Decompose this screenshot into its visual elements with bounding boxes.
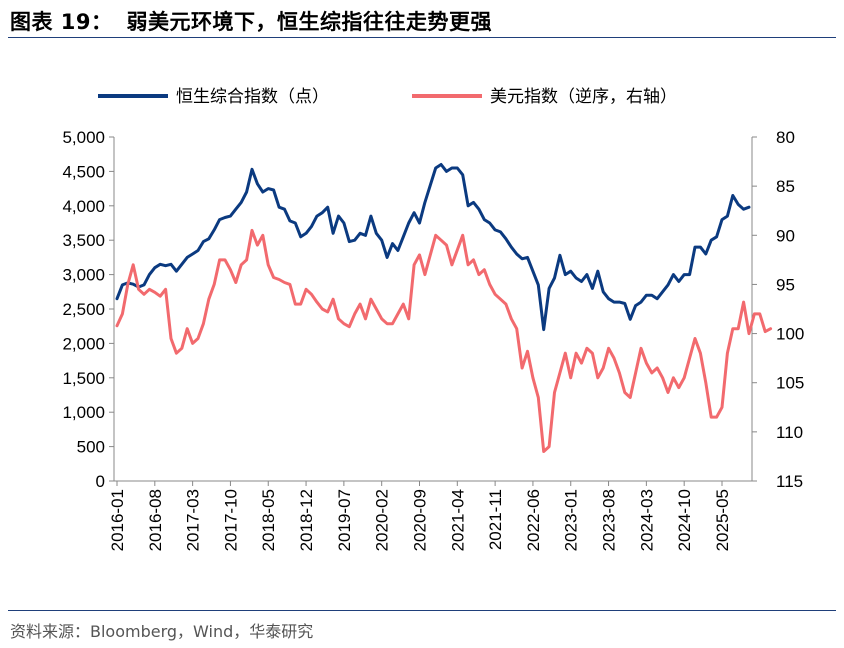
- x-tick-label: 2018-05: [259, 489, 278, 551]
- x-tick-label: 2017-03: [184, 489, 203, 551]
- figure-title-text: 弱美元环境下，恒生综指往往走势更强: [126, 10, 493, 34]
- x-tick-label: 2021-04: [448, 489, 467, 551]
- right-tick-label: 85: [776, 177, 795, 196]
- left-tick-label: 2,500: [62, 300, 105, 319]
- left-tick-label: 1,500: [62, 369, 105, 388]
- left-tick-label: 3,500: [62, 231, 105, 250]
- x-tick-label: 2022-06: [524, 489, 543, 551]
- x-tick-label: 2018-12: [297, 489, 316, 551]
- right-tick-label: 90: [776, 226, 795, 245]
- x-tick-label: 2016-01: [108, 489, 127, 551]
- figure-number: 图表 19：: [10, 10, 113, 34]
- line-chart: 0 500 1,000 1,500 2,000 2,500 3,000 3,500 4,000 4…: [62, 87, 804, 551]
- source-note: 资料来源：Bloomberg，Wind，华泰研究: [10, 622, 314, 641]
- right-tick-label: 100: [776, 325, 804, 344]
- source-rule: [8, 610, 836, 611]
- x-tick-label: 2016-08: [146, 489, 165, 551]
- left-tick-label: 4,500: [62, 162, 105, 181]
- left-tick-label: 500: [77, 438, 105, 457]
- x-tick-label: 2020-02: [373, 489, 392, 551]
- left-tick-label: 1,000: [62, 403, 105, 422]
- x-tick-label: 2019-07: [335, 489, 354, 551]
- x-tick-label: 2023-08: [600, 489, 619, 551]
- left-tick-label: 2,000: [62, 334, 105, 353]
- x-tick-label: 2024-10: [675, 489, 694, 551]
- legend-hsci-label: 恒生综合指数（点）: [176, 87, 329, 107]
- legend-dxy-label: 美元指数（逆序，右轴）: [490, 87, 677, 107]
- x-tick-label: 2021-11: [486, 489, 505, 550]
- x-tick-label: 2017-10: [221, 489, 240, 551]
- title-rule: [8, 37, 836, 38]
- left-tick-label: 3,000: [62, 266, 105, 285]
- right-tick-label: 105: [776, 374, 804, 393]
- left-tick-label: 5,000: [62, 128, 105, 147]
- left-tick-label: 0: [96, 472, 105, 491]
- left-tick-label: 4,000: [62, 197, 105, 216]
- x-tick-label: 2025-05: [713, 489, 732, 551]
- hsci-series-line: [115, 163, 751, 332]
- x-tick-label: 2024-03: [637, 489, 656, 551]
- x-tick-label: 2023-01: [562, 489, 581, 551]
- right-tick-label: 80: [776, 128, 795, 147]
- right-tick-label: 115: [776, 472, 803, 491]
- figure-title: 图表 19： 弱美元环境下，恒生综指往往走势更强: [10, 6, 492, 36]
- right-tick-label: 110: [776, 423, 803, 442]
- x-tick-label: 2020-09: [410, 489, 429, 551]
- dxy-series-line: [115, 228, 773, 453]
- right-tick-label: 95: [776, 275, 795, 294]
